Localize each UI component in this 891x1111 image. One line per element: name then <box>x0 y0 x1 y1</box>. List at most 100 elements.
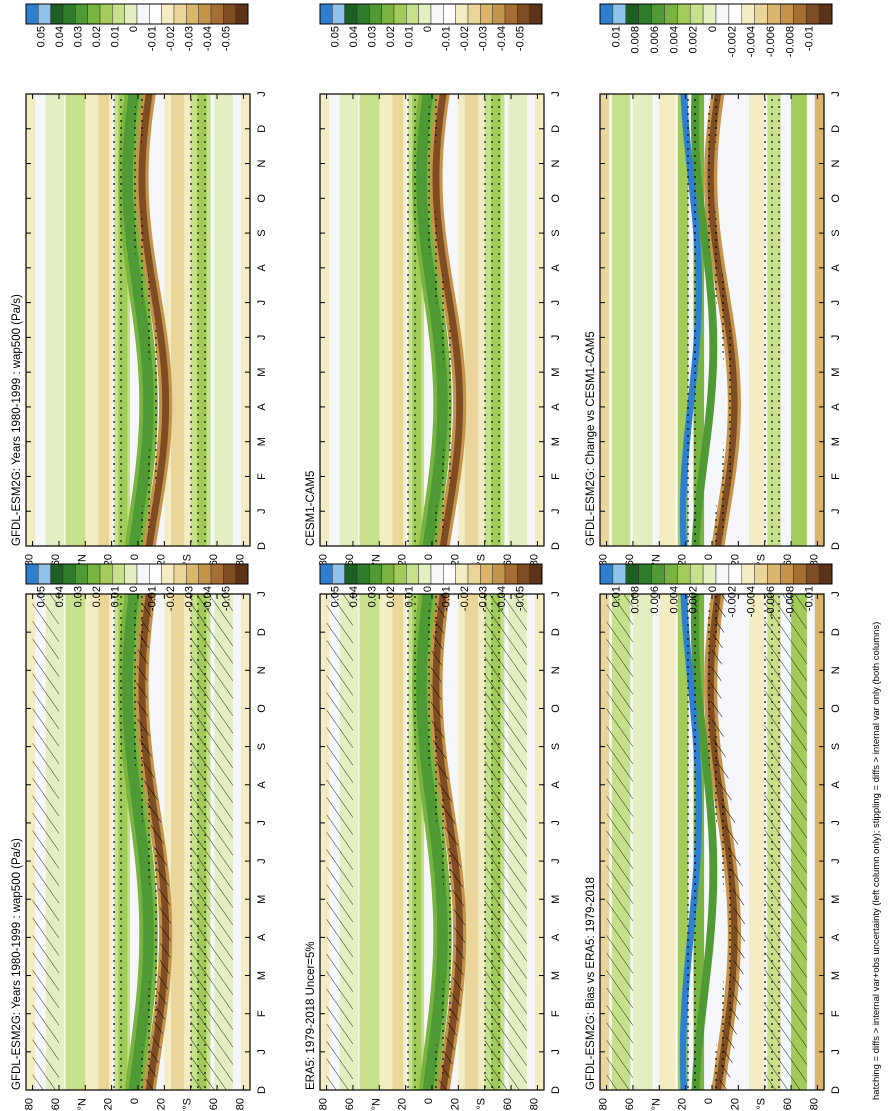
month-tick-label: O <box>550 194 562 203</box>
latitude-tick-label: 80 <box>318 1098 330 1110</box>
latitude-tick-label: 80 <box>528 554 540 566</box>
month-tick-label: M <box>830 368 842 377</box>
latitude-tick-label: 20 <box>729 554 741 566</box>
colorbar-swatch <box>344 563 358 585</box>
latitude-tick-label: 20 <box>677 554 689 566</box>
latitude-tick-label: 80 <box>318 554 330 566</box>
month-tick-label: M <box>550 368 562 377</box>
latitude-tick-label: 0 <box>703 554 715 560</box>
panel-title: GFDL-ESM2G: Bias vs ERA5: 1979-2018 <box>585 877 597 1090</box>
colorbar-swatch <box>480 563 493 585</box>
colorbar-swatch <box>235 3 249 25</box>
colorbar-tick-label: 0.02 <box>91 26 103 47</box>
colorbar-tick-label: 0.02 <box>385 26 397 47</box>
colorbar-tick-label: -0.03 <box>184 26 196 51</box>
colorbar-tick-label: -0.02 <box>459 26 471 51</box>
colorbar-tick-label: -0.004 <box>746 26 758 57</box>
month-tick-label: J <box>830 591 842 597</box>
month-tick-label: J <box>550 591 562 597</box>
colorbar-swatch <box>393 563 407 585</box>
month-tick-label: F <box>830 1010 842 1017</box>
colorbar-swatch <box>504 563 518 585</box>
latitude-tick-label: 60 <box>502 554 514 566</box>
month-tick-label: M <box>256 895 268 904</box>
month-tick-label: D <box>550 125 562 133</box>
month-tick-label: M <box>550 971 562 980</box>
colorbar-swatch <box>767 563 781 585</box>
colorbar-row3-left: 0.01 0.008 0.006 0.004 0.002 0 -0.002 -0.004 -0.… <box>599 563 833 617</box>
colorbar-tick-label: 0 <box>128 26 140 32</box>
colorbar-swatch <box>625 563 639 585</box>
colorbar-tick-label: -0.04 <box>202 26 214 51</box>
colorbar-swatch <box>780 563 794 585</box>
colorbar-swatch <box>210 563 224 585</box>
colorbar-tick-label: 0.03 <box>73 26 85 47</box>
colorbar-swatch <box>186 3 199 25</box>
latitude-tick-label: 20 <box>449 554 461 566</box>
latitude-tick-label: 20 <box>155 554 167 566</box>
colorbar-swatch <box>805 563 820 585</box>
latitude-tick-label: °S <box>756 554 768 566</box>
latitude-tick-label: °S <box>182 1098 194 1110</box>
colorbar-tick-label: -0.03 <box>184 586 196 611</box>
colorbar-tick-label: -0.01 <box>441 586 453 611</box>
month-tick-label: M <box>256 971 268 980</box>
latitude-tick-label: 60 <box>50 1098 62 1110</box>
month-tick-label: A <box>550 780 562 788</box>
month-tick-label: F <box>256 473 268 480</box>
month-tick-label: A <box>830 403 842 411</box>
month-tick-label: D <box>830 125 842 133</box>
colorbar-swatch <box>356 563 370 585</box>
month-tick-label: M <box>550 895 562 904</box>
month-tick-label: O <box>830 704 842 713</box>
month-tick-label: J <box>550 508 562 514</box>
colorbar-swatch <box>728 3 743 25</box>
month-tick-label: N <box>256 160 268 168</box>
colorbar-swatch <box>715 3 730 25</box>
month-tick-label: A <box>256 780 268 788</box>
latitude-tick-label: 60 <box>344 1098 356 1110</box>
colorbar-swatch <box>651 563 665 585</box>
latitude-tick-label: °N <box>76 1098 88 1110</box>
month-tick-label: S <box>256 229 268 236</box>
colorbar-swatch <box>793 563 807 585</box>
panel-title: GFDL-ESM2G: Years 1980-1999 : wap500 (Pa… <box>11 838 23 1090</box>
colorbar-tick-label: 0 <box>707 586 719 592</box>
month-tick-label: J <box>256 1049 268 1055</box>
month-tick-label: J <box>830 858 842 864</box>
colorbar-tick-label: 0.006 <box>649 26 661 54</box>
month-tick-label: D <box>256 1086 268 1094</box>
colorbar-swatch <box>344 3 358 25</box>
month-tick-label: D <box>256 542 268 550</box>
colorbar-swatch <box>406 563 419 585</box>
month-tick-label: D <box>830 628 842 636</box>
colorbar-swatch <box>112 563 125 585</box>
month-tick-label: A <box>256 403 268 411</box>
colorbar-swatch <box>75 3 88 25</box>
month-tick-label: A <box>256 264 268 272</box>
latitude-tick-label: 0 <box>423 554 435 560</box>
month-tick-label: D <box>550 628 562 636</box>
colorbar-swatch <box>149 3 162 25</box>
colorbar-tick-label: -0.006 <box>765 26 777 57</box>
colorbar-tick-label: 0.04 <box>348 586 360 607</box>
colorbar-swatch <box>443 3 456 25</box>
colorbar-swatch <box>651 3 665 25</box>
latitude-tick-label: 0 <box>423 1098 435 1104</box>
colorbar-row1-right: 0.05 0.04 0.03 0.02 0.01 0 -0.01 -0.02 -0.03 -0.0… <box>25 3 249 51</box>
month-tick-label: J <box>550 858 562 864</box>
month-tick-label: N <box>830 666 842 674</box>
latitude-tick-label: °S <box>182 554 194 566</box>
month-tick-label: J <box>256 508 268 514</box>
colorbar-tick-label: 0.002 <box>688 586 700 614</box>
latitude-tick-label: 20 <box>449 1098 461 1110</box>
month-tick-label: M <box>830 437 842 446</box>
colorbar-swatch <box>319 3 333 25</box>
month-tick-label: J <box>830 300 842 306</box>
month-tick-label: O <box>256 704 268 713</box>
colorbar-swatch <box>136 3 150 25</box>
colorbar-swatch <box>173 3 187 25</box>
colorbar-swatch <box>25 563 39 585</box>
colorbar-swatch <box>599 3 614 25</box>
